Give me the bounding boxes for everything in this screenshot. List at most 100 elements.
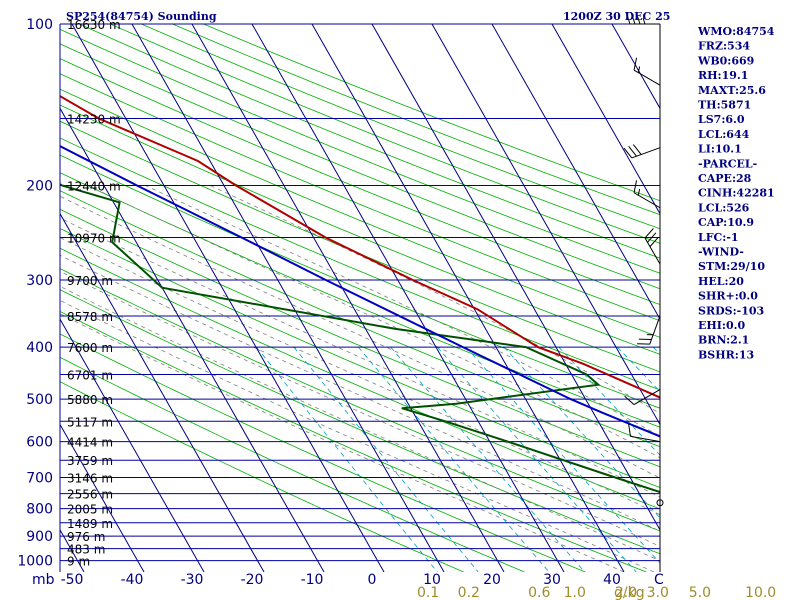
index-line: SRDS:-103 xyxy=(698,304,764,317)
isobar-lines xyxy=(60,23,660,562)
index-line: LS7:6.0 xyxy=(698,113,745,126)
index-line: BSHR:13 xyxy=(698,348,754,361)
pressure-tick-label: 300 xyxy=(26,273,53,289)
dry-adiabat xyxy=(60,333,586,572)
index-line: EHI:0.0 xyxy=(698,319,745,332)
pressure-tick-label: 400 xyxy=(26,340,53,356)
isotherm-line xyxy=(371,24,660,531)
isotherm-line xyxy=(131,24,445,572)
dry-adiabat xyxy=(60,137,660,391)
index-line: CAP:10.9 xyxy=(698,216,754,229)
height-label: 3759 m xyxy=(67,454,113,468)
pressure-tick-label: 900 xyxy=(26,529,53,545)
height-label: 6701 m xyxy=(67,369,113,383)
mixing-ratio-tick-label: 1.0 xyxy=(564,585,586,600)
index-line: WB0:669 xyxy=(697,54,754,67)
index-line: LI:10.1 xyxy=(698,143,742,156)
temperature-unit-label: C xyxy=(654,572,664,588)
index-line: CAPE:28 xyxy=(698,172,752,185)
index-line: CINH:42281 xyxy=(698,187,775,200)
height-label: 3146 m xyxy=(67,472,113,486)
temperature-tick-label: 10 xyxy=(423,572,441,588)
pressure-tick-label: 800 xyxy=(26,502,53,518)
height-label: 9 m xyxy=(67,555,90,569)
index-line: -PARCEL- xyxy=(698,157,757,170)
moist-adiabat xyxy=(60,285,660,562)
isotherm-line xyxy=(431,24,660,426)
mixing-ratio-tick-label: 0.6 xyxy=(528,585,550,600)
dry-adiabat xyxy=(60,73,660,322)
mixing-ratio-tick-label: 5.0 xyxy=(689,585,711,600)
mixing-ratio-tick-label: 0.1 xyxy=(417,585,439,600)
height-label: 976 m xyxy=(67,530,105,544)
temperature-tick-label: -40 xyxy=(121,572,144,588)
temperature-tick-label: -10 xyxy=(301,572,324,588)
pressure-tick-label: 100 xyxy=(26,17,53,33)
moist-adiabat xyxy=(60,313,625,572)
moist-adiabat xyxy=(60,217,660,498)
height-label: 2005 m xyxy=(67,503,113,517)
moist-adiabat xyxy=(60,299,655,572)
wind-barb xyxy=(637,315,661,345)
index-line: LCL:644 xyxy=(698,128,750,141)
temperature-tick-label: 20 xyxy=(483,572,501,588)
isotherm-line xyxy=(191,24,505,572)
isotherm-line xyxy=(60,318,205,572)
dry-adiabat xyxy=(60,227,660,488)
height-label: 14230 m xyxy=(67,112,121,126)
temperature-tick-label: -20 xyxy=(241,572,264,588)
wind-barb xyxy=(625,11,660,25)
mixing-ratio-line xyxy=(256,346,438,572)
wind-barb xyxy=(633,180,661,209)
isotherm-line xyxy=(551,24,660,215)
dry-adiabat xyxy=(60,190,660,448)
temperature-tick-label: 40 xyxy=(603,572,621,588)
isotherm-line xyxy=(60,212,265,572)
pressure-tick-label: 600 xyxy=(26,435,53,451)
dewpoint-profile xyxy=(60,183,660,494)
mixing-ratio-line xyxy=(465,346,660,564)
mixing-ratio-line xyxy=(503,346,660,519)
mixing-ratio-tick-label: 0.2 xyxy=(458,585,480,600)
index-line: RH:19.1 xyxy=(698,69,748,82)
wind-barb xyxy=(628,423,661,443)
dry-adiabat xyxy=(60,247,660,510)
height-label: 4414 m xyxy=(67,436,113,450)
dry-adiabat xyxy=(60,104,660,355)
mixing-ratio-tick-label: 10.0 xyxy=(745,585,776,600)
dry-adiabat xyxy=(60,356,525,572)
sounding-profiles xyxy=(60,95,660,494)
parcel-path xyxy=(60,145,660,438)
dry-adiabat xyxy=(60,58,660,305)
dry-adiabat xyxy=(60,88,660,338)
height-label: 7600 m xyxy=(67,341,113,355)
isotherm-line xyxy=(71,24,385,572)
moist-adiabat xyxy=(60,254,660,532)
moist-adiabat xyxy=(87,185,660,459)
temperature-tick-label: 0 xyxy=(368,572,377,588)
wind-barbs xyxy=(623,11,664,507)
height-label: 16630 m xyxy=(67,18,121,32)
height-label: 2556 m xyxy=(67,488,113,502)
height-label: 1489 m xyxy=(67,517,113,531)
height-label: 12440 m xyxy=(67,180,121,194)
mixing-ratio-line xyxy=(436,346,637,572)
temperature-tick-label: -50 xyxy=(61,572,84,588)
index-line: BRN:2.1 xyxy=(698,334,749,347)
temperature-profile xyxy=(60,95,660,399)
isotherm-line xyxy=(60,107,325,572)
mixing-ratio-line xyxy=(390,346,586,572)
mixing-ratio-line xyxy=(558,346,660,456)
wind-barb xyxy=(623,144,661,159)
index-line: SHR+:0.0 xyxy=(698,290,758,303)
wind-barb xyxy=(624,389,661,406)
dry-adiabat xyxy=(60,28,660,274)
temperature-tick-label: 30 xyxy=(543,572,561,588)
index-line: MAXT:25.6 xyxy=(698,84,766,97)
height-label: 10970 m xyxy=(67,232,121,246)
wind-barb xyxy=(633,57,661,86)
isotherm-line xyxy=(311,24,625,572)
